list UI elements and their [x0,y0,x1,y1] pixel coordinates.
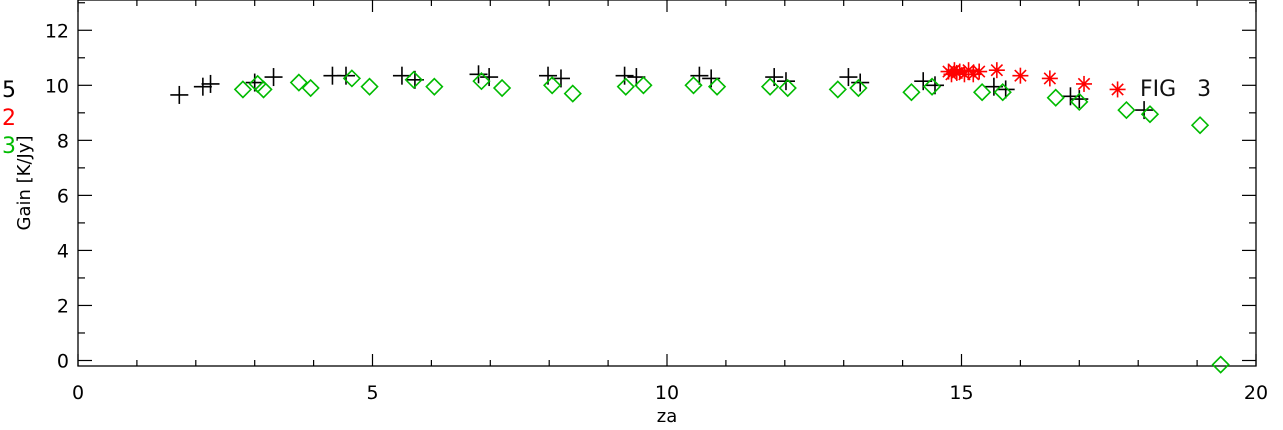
asterisk-point [971,63,988,80]
y-tick-label: 12 [45,20,69,42]
diamond-point [360,77,379,96]
asterisk-point [1012,67,1029,84]
diamond-point [1190,116,1210,135]
diamond-point [993,83,1012,102]
diamond-point [1211,355,1230,374]
diamond-point [543,76,562,95]
y-tick-label: 6 [57,185,69,207]
diamond-point [1117,100,1136,120]
y-tick-label: 4 [57,240,69,262]
diamond-point [760,77,780,96]
diamond-point [254,80,273,99]
diamond-point [404,70,423,89]
y-axis-label: Gain [K/Jy] [14,136,35,231]
plus-point [839,68,858,87]
diamond-point [972,83,992,102]
diamond-point [922,77,942,96]
x-tick-label: 10 [655,382,679,404]
diamond-point [492,78,512,98]
diamond-point [248,74,267,94]
diamond-point [289,73,309,92]
diamond-point [902,83,921,102]
diamond-point [425,77,444,96]
plus-point [392,66,411,85]
plus-point [469,65,488,84]
diamond-point [707,77,727,96]
axis-ticks [77,0,1257,366]
asterisk-point [988,62,1005,79]
plot-frame [77,0,1257,367]
plus-point [551,69,570,88]
figure-annotation: FIG 3 [1140,77,1211,102]
y-tick-label: 2 [57,295,69,317]
x-tick-label: 20 [1244,382,1268,404]
side-label-red: 2 [2,106,16,131]
asterisk-point [1109,81,1126,98]
side-label-green: 3 [2,134,16,159]
diamond-point [1140,105,1160,124]
diamond-point [472,72,491,91]
diamond-point [849,78,868,98]
plus-point [480,68,499,87]
x-tick-label: 15 [949,382,973,404]
diamond-point [1070,92,1089,111]
diamond-point [563,84,582,103]
diamond-point [342,69,362,88]
side-label-black: 5 [2,78,16,103]
plus-point [690,66,709,85]
plus-point [627,68,646,87]
plus-point [615,66,634,85]
diamond-point [778,78,797,98]
diamond-point [828,80,847,99]
asterisk-point [1076,75,1093,92]
asterisk-point [1041,70,1058,87]
axis-tick-labels: 0 5 10 15 20 0 2 4 6 8 10 12 [45,20,1268,404]
data-points [170,62,1230,374]
diamond-point [634,76,653,95]
plus-point [193,77,212,96]
plus-point [264,68,283,87]
y-tick-label: 10 [45,75,69,97]
diamond-point [616,77,635,96]
plus-point [201,74,220,93]
y-tick-label: 0 [57,350,69,372]
diamond-point [233,80,253,99]
plus-point [170,85,189,104]
x-tick-label: 5 [366,382,378,404]
x-axis-label: za [657,406,677,427]
y-tick-label: 8 [57,130,69,152]
diamond-point [301,78,320,98]
diamond-point [684,76,703,95]
plus-point [996,80,1015,99]
x-tick-label: 0 [72,382,84,404]
diamond-point [1046,88,1065,107]
